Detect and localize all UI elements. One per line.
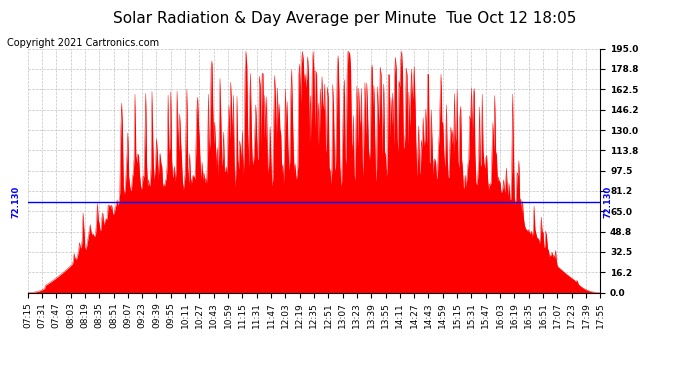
Text: Solar Radiation & Day Average per Minute  Tue Oct 12 18:05: Solar Radiation & Day Average per Minute… (113, 11, 577, 26)
Text: Copyright 2021 Cartronics.com: Copyright 2021 Cartronics.com (7, 38, 159, 48)
Text: 72.130: 72.130 (604, 186, 613, 219)
Text: 72.130: 72.130 (12, 186, 21, 219)
